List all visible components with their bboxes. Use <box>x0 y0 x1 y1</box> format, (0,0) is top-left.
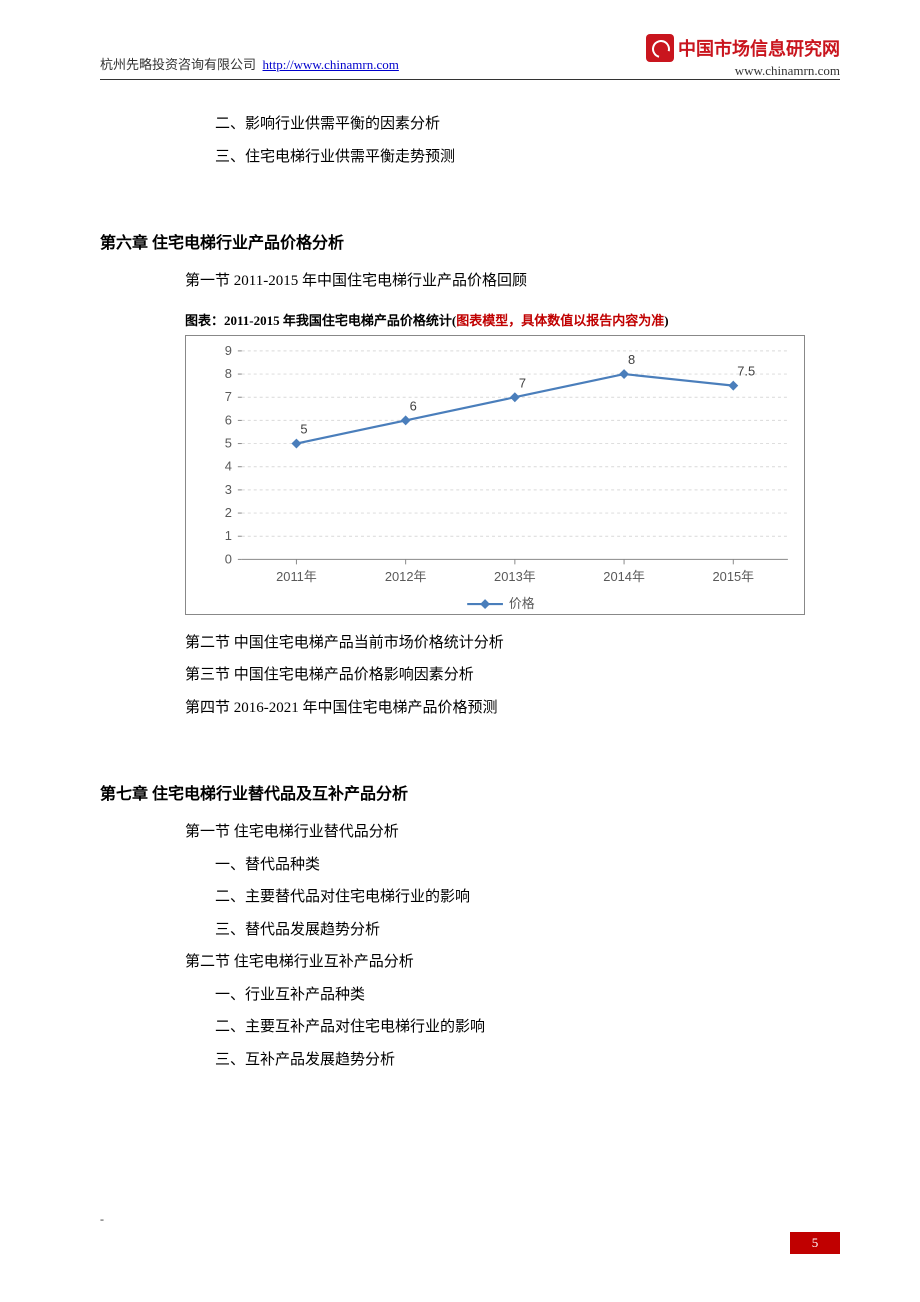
chart-caption: 图表：2011-2015 年我国住宅电梯产品价格统计(图表模型，具体数值以报告内… <box>100 310 840 329</box>
list-item: 一、行业互补产品种类 <box>100 981 840 1010</box>
svg-text:6: 6 <box>225 412 232 427</box>
logo-url: www.chinamrn.com <box>646 63 840 79</box>
header-company: 杭州先略投资咨询有限公司 http://www.chinamrn.com <box>100 54 399 73</box>
section-title: 第三节 中国住宅电梯产品价格影响因素分析 <box>100 661 840 690</box>
svg-text:2012年: 2012年 <box>385 569 427 584</box>
svg-text:5: 5 <box>300 421 307 436</box>
svg-text:8: 8 <box>225 366 232 381</box>
svg-text:2: 2 <box>225 505 232 520</box>
section-title: 第四节 2016-2021 年中国住宅电梯产品价格预测 <box>100 694 840 723</box>
chapter-title: 第七章 住宅电梯行业替代品及互补产品分析 <box>100 780 840 804</box>
header-logo-block: 中国市场信息研究网 www.chinamrn.com <box>646 34 840 79</box>
svg-text:7: 7 <box>225 389 232 404</box>
list-item: 二、主要互补产品对住宅电梯行业的影响 <box>100 1013 840 1042</box>
section-title: 第二节 中国住宅电梯产品当前市场价格统计分析 <box>100 629 840 658</box>
svg-text:4: 4 <box>225 458 232 473</box>
chapter-title: 第六章 住宅电梯行业产品价格分析 <box>100 229 840 253</box>
list-item: 三、替代品发展趋势分析 <box>100 916 840 945</box>
list-item: 二、主要替代品对住宅电梯行业的影响 <box>100 883 840 912</box>
svg-text:2011年: 2011年 <box>276 569 317 584</box>
page-header: 杭州先略投资咨询有限公司 http://www.chinamrn.com 中国市… <box>100 30 840 80</box>
svg-text:2014年: 2014年 <box>603 569 645 584</box>
section-title: 第一节 住宅电梯行业替代品分析 <box>100 818 840 847</box>
page-content: 二、影响行业供需平衡的因素分析 三、住宅电梯行业供需平衡走势预测 第六章 住宅电… <box>100 110 840 1078</box>
chart-svg: 0 1 2 3 4 5 6 7 8 9 2011年 2012年 2013年 2014年 2015年 5 6 7 8 7… <box>186 336 804 614</box>
list-item: 三、住宅电梯行业供需平衡走势预测 <box>100 143 840 172</box>
caption-text: 图表：2011-2015 年我国住宅电梯产品价格统计( <box>185 313 456 328</box>
svg-text:2013年: 2013年 <box>494 569 536 584</box>
header-url[interactable]: http://www.chinamrn.com <box>263 57 399 72</box>
logo-text: 中国市场信息研究网 <box>678 35 840 61</box>
svg-text:6: 6 <box>410 398 417 413</box>
section-title: 第二节 住宅电梯行业互补产品分析 <box>100 948 840 977</box>
section-title: 第一节 2011-2015 年中国住宅电梯行业产品价格回顾 <box>100 267 840 296</box>
list-item: 二、影响行业供需平衡的因素分析 <box>100 110 840 139</box>
caption-note: 图表模型，具体数值以报告内容为准 <box>456 313 664 328</box>
svg-text:9: 9 <box>225 342 232 357</box>
svg-text:5: 5 <box>225 435 232 450</box>
price-chart: 0 1 2 3 4 5 6 7 8 9 2011年 2012年 2013年 2014年 2015年 5 6 7 8 7… <box>185 335 805 615</box>
svg-text:价格: 价格 <box>509 596 535 611</box>
svg-text:3: 3 <box>225 481 232 496</box>
svg-text:2015年: 2015年 <box>712 569 754 584</box>
svg-text:0: 0 <box>225 551 232 566</box>
list-item: 三、互补产品发展趋势分析 <box>100 1046 840 1075</box>
svg-text:1: 1 <box>225 528 232 543</box>
page-number: 5 <box>790 1232 840 1254</box>
svg-text:7: 7 <box>519 375 526 390</box>
caption-close: ) <box>664 313 668 328</box>
svg-text:7.5: 7.5 <box>737 363 755 378</box>
bottom-mark: - <box>100 1212 104 1227</box>
logo-icon <box>646 34 674 62</box>
list-item: 一、替代品种类 <box>100 851 840 880</box>
company-name: 杭州先略投资咨询有限公司 <box>100 57 256 72</box>
svg-text:8: 8 <box>628 352 635 367</box>
